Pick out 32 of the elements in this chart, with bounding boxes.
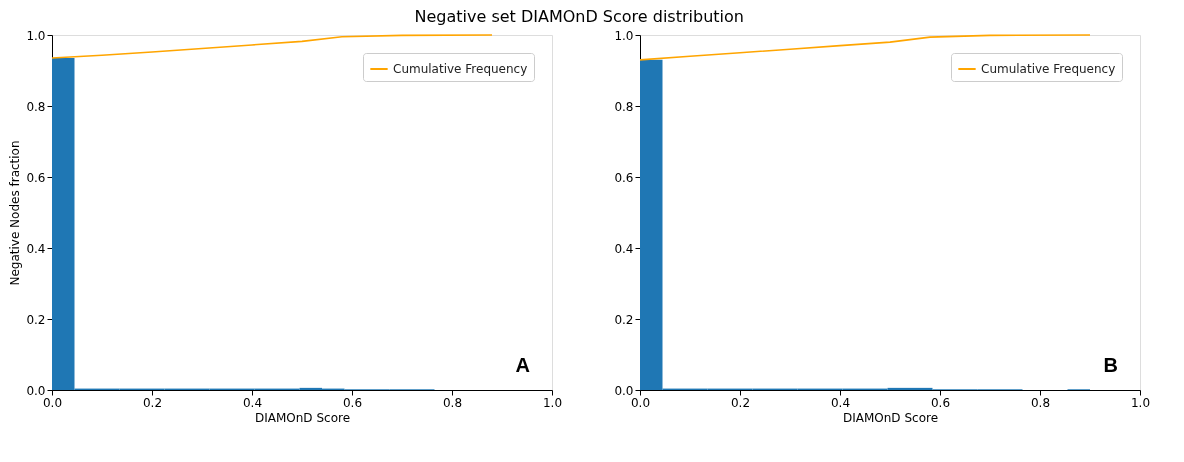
y-tick-label: 0.6	[614, 170, 634, 185]
x-tick-label: 1.0	[1130, 395, 1151, 410]
x-tick-label: 0.0	[42, 395, 63, 410]
annotation: B	[1103, 354, 1118, 376]
y-tick-label: 1.0	[26, 28, 46, 43]
x-tick-label: 0.4	[830, 395, 851, 410]
x-tick-label: 0.2	[730, 395, 751, 410]
y-tick-label: 0.0	[614, 383, 634, 398]
x-tick-label: 0.8	[1030, 395, 1051, 410]
y-tick-label: 0.6	[26, 170, 46, 185]
legend-label: Cumulative Frequency	[981, 62, 1116, 76]
y-tick-label: 0.4	[614, 241, 634, 256]
x-tick-label: 0.0	[630, 395, 651, 410]
chart-title: Negative set DIAMOnD Score distribution	[414, 6, 744, 26]
y-tick-label: 0.8	[26, 99, 46, 114]
x-tick-label: 1.0	[542, 395, 563, 410]
y-tick-label: 0.4	[26, 241, 46, 256]
x-tick-label: 0.8	[442, 395, 463, 410]
x-axis-title: DIAMOnD Score	[254, 410, 351, 425]
y-tick-label: 0.0	[26, 383, 46, 398]
y-tick-label: 0.8	[614, 99, 634, 114]
x-tick-label: 0.2	[142, 395, 163, 410]
y-axis-title: Negative Nodes fraction	[8, 140, 23, 286]
y-tick-label: 0.2	[614, 312, 634, 327]
y-tick-label: 0.2	[26, 312, 46, 327]
x-tick-label: 0.6	[930, 395, 951, 410]
x-tick-label: 0.4	[242, 395, 263, 410]
y-tick-label: 1.0	[614, 28, 634, 43]
x-axis-title: DIAMOnD Score	[842, 410, 939, 425]
annotation: A	[515, 354, 530, 376]
x-tick-label: 0.6	[342, 395, 363, 410]
legend-label: Cumulative Frequency	[393, 62, 528, 76]
